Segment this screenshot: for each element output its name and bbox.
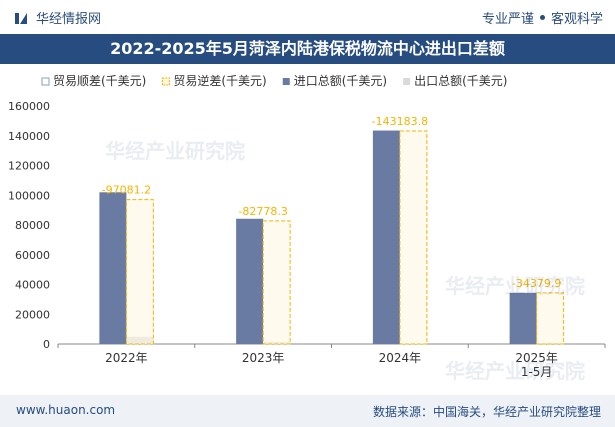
brand: 华经情报网: [14, 8, 101, 27]
y-tick-label-4: 80000: [15, 219, 50, 232]
footer-source: 数据来源：中国海关，华经产业研究院整理: [372, 405, 601, 419]
x-tick-label-3-1: 1-5月: [521, 365, 553, 379]
bar-deficit-2: [399, 130, 428, 345]
legend-label-1: 贸易逆差(千美元): [173, 73, 266, 88]
legend-swatch-3: [403, 78, 411, 85]
y-tick-label-0: 0: [43, 338, 50, 351]
y-tick-label-5: 100000: [8, 189, 50, 202]
data-label-deficit-3: -34379.9: [512, 277, 561, 290]
y-tick-label-7: 140000: [8, 130, 50, 143]
bar-import-2: [372, 130, 400, 344]
x-tick-label-1: 2023年: [242, 351, 285, 365]
data-label-deficit-1: -82778.3: [238, 205, 287, 218]
bar-import-0: [99, 192, 127, 344]
x-tick-label-3-0: 2025年: [515, 351, 558, 365]
slogan-right: 客观科学: [550, 12, 603, 27]
legend-swatch-0: [41, 77, 50, 86]
slogan: 专业严谨 客观科学: [482, 8, 603, 27]
brand-name: 华经情报网: [36, 12, 102, 27]
bar-deficit-1: [262, 220, 291, 345]
legend-label-2: 进口总额(千美元): [294, 74, 387, 88]
legend-swatch-2: [282, 78, 290, 85]
top-bar: 华经情报网 专业严谨 客观科学: [0, 0, 615, 34]
chart-title: 2022-2025年5月菏泽内陆港保税物流中心进出口差额: [0, 34, 615, 64]
footer: www.huaon.com 数据来源：中国海关，华经产业研究院整理: [0, 395, 615, 427]
slogan-left: 专业严谨: [481, 12, 534, 27]
bar-chart: 贸易顺差(千美元) 贸易逆差(千美元) 进口总额(千美元) 出口总额(千美元) 0 200…: [8, 73, 606, 379]
y-tick-label-2: 40000: [15, 279, 50, 292]
bar-deficit-3: [536, 292, 565, 345]
legend-swatch-1: [161, 77, 170, 86]
legend-label-3: 出口总额(千美元): [414, 74, 507, 88]
y-tick-label-3: 60000: [15, 249, 50, 262]
y-tick-label-6: 120000: [8, 160, 50, 173]
brand-logo-icon: [15, 12, 27, 24]
x-tick-label-0: 2022年: [105, 351, 148, 365]
y-tick-label-1: 20000: [15, 308, 50, 321]
legend-label-0: 贸易顺差(千美元): [53, 74, 146, 88]
data-label-deficit-0: -97081.2: [102, 184, 151, 197]
bar-import-3: [509, 292, 537, 344]
bullet-dot-icon: [539, 15, 545, 20]
x-tick-label-2: 2024年: [379, 351, 422, 365]
data-label-deficit-2: -143183.8: [372, 115, 428, 128]
bar-deficit-0: [125, 199, 154, 345]
y-tick-label-8: 160000: [8, 100, 50, 113]
bar-import-1: [236, 218, 264, 344]
footer-site-link[interactable]: www.huaon.com: [16, 403, 116, 417]
